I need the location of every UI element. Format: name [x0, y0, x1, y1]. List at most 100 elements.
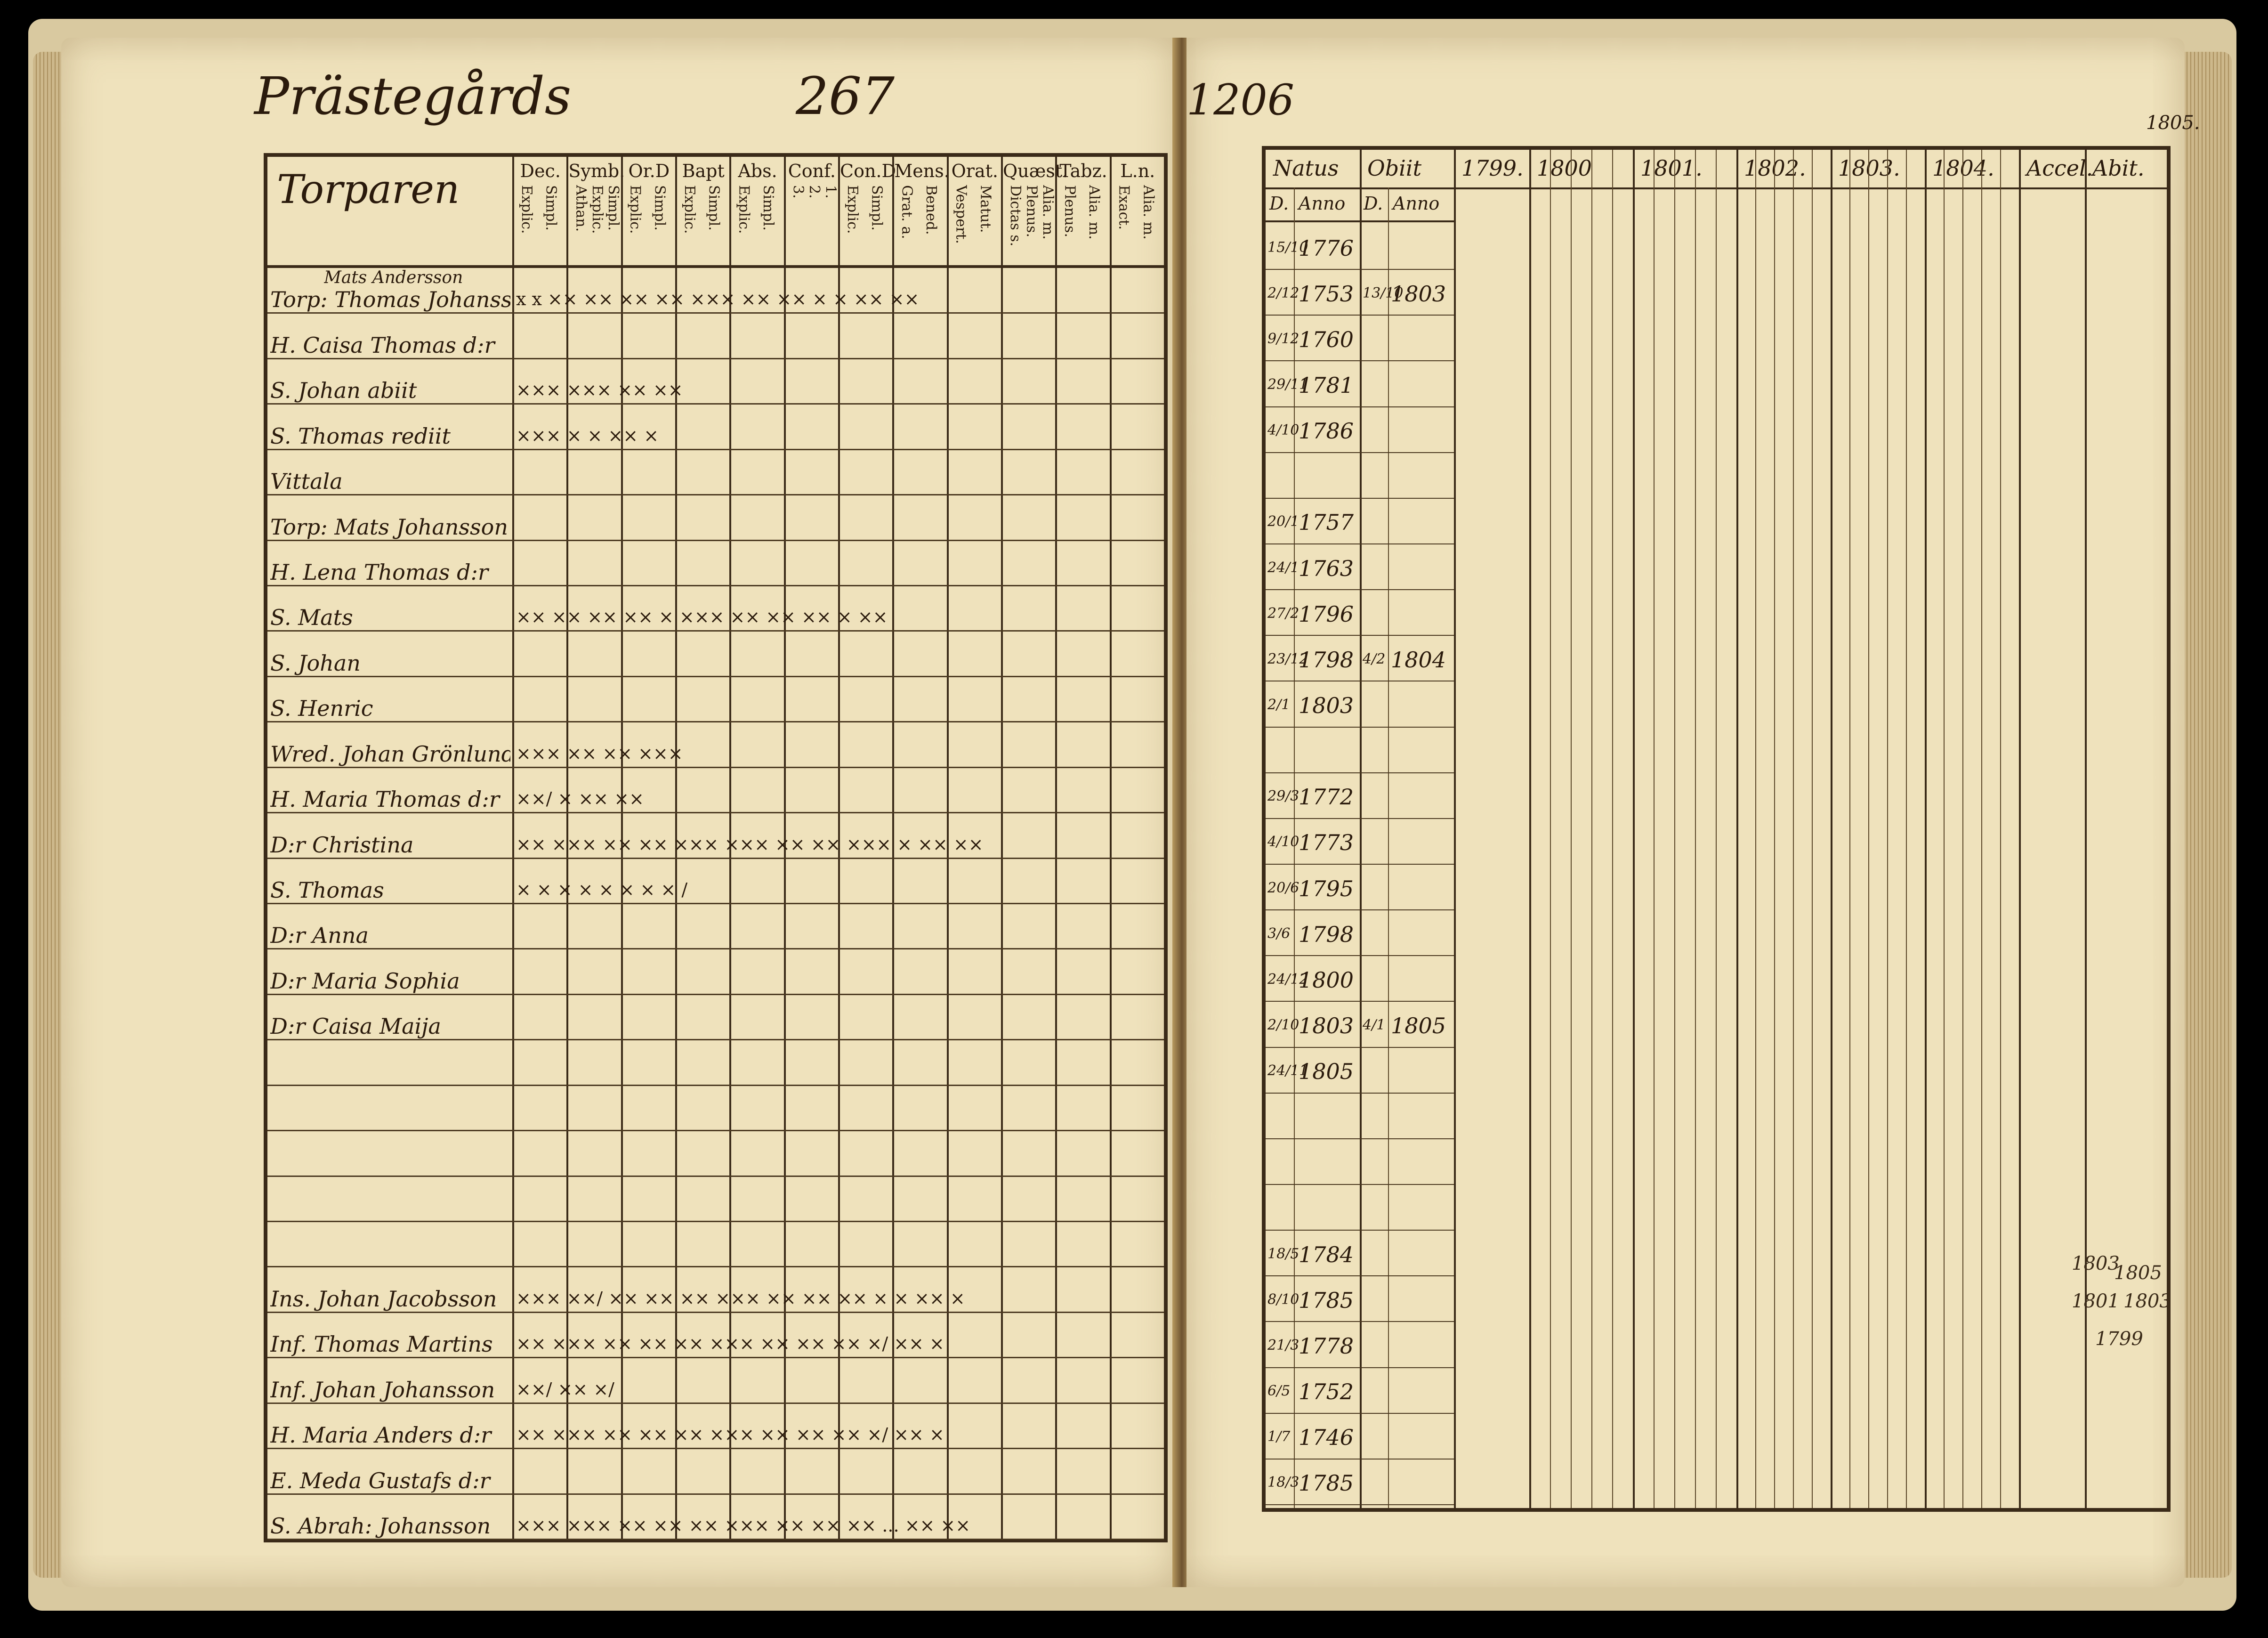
column-subheader: Anno: [1299, 193, 1346, 214]
subcolumn-divider: [1695, 150, 1696, 1508]
column-divider: [2019, 150, 2021, 1508]
day-divider: [1294, 187, 1295, 1508]
person-name: S. Johan abiit: [270, 378, 417, 404]
natus-d-value: 2/1: [1267, 697, 1291, 713]
page-edges-left: [33, 52, 66, 1578]
natus-d-value: 15/10: [1267, 239, 1308, 256]
column-1: Symb. Athan. Explic. Simpl.: [566, 157, 625, 1539]
subcolumn-divider: [1906, 150, 1907, 1508]
natus-d-value: 24/12: [1267, 971, 1308, 988]
natus-d-value: 9/12: [1267, 330, 1299, 347]
column-divider: [1360, 150, 1362, 1508]
natus-d-value: 4/10: [1267, 834, 1299, 851]
row-rule: [1266, 315, 1454, 316]
row-rule: [267, 1311, 1164, 1313]
row-rule: [267, 1448, 1164, 1450]
person-name: Inf. Johan Johansson: [270, 1377, 495, 1403]
row-rule: [267, 1357, 1164, 1359]
row-rule: [267, 766, 1164, 768]
margin-note: 1803: [2123, 1290, 2171, 1312]
row-rule: [1266, 1046, 1454, 1048]
person-name: H. Maria Anders d:r: [270, 1422, 492, 1448]
column-sublabel: Simpl.: [542, 185, 559, 231]
row-rule: [267, 1221, 1164, 1222]
column-sublabel: 3.: [790, 185, 807, 199]
natus-anno-value: 1778: [1299, 1333, 1354, 1359]
natus-anno-value: 1752: [1299, 1379, 1354, 1405]
natus-anno-value: 1798: [1299, 647, 1354, 673]
natus-d-value: 2/12: [1267, 284, 1299, 301]
column-header: Abit.: [2092, 155, 2145, 181]
column-2: Or.D Explic. Simpl.: [621, 157, 675, 1539]
row-rule: [1266, 452, 1454, 453]
person-name: Wred. Johan Grönlund: [270, 741, 510, 767]
row-rule: [267, 403, 1164, 405]
natus-anno-value: 1781: [1299, 373, 1354, 398]
subcolumn-divider: [1793, 150, 1794, 1508]
row-rule: [267, 993, 1164, 995]
person-name: Torp: Mats Johansson: [270, 514, 508, 540]
row-marks: ××/ ×× ×/: [516, 1379, 614, 1400]
row-rule: [1266, 1458, 1454, 1460]
natus-anno-value: 1746: [1299, 1425, 1354, 1451]
natus-d-value: 29/3: [1267, 788, 1299, 805]
subcolumn-divider: [1716, 150, 1717, 1508]
column-header: Natus: [1273, 155, 1339, 181]
row-rule: [267, 812, 1164, 814]
column-header: Obiit: [1367, 155, 1422, 181]
row-rule: [267, 1130, 1164, 1132]
section-heading: Torparen: [277, 166, 460, 212]
natus-d-value: 6/5: [1267, 1383, 1291, 1400]
page-title: Prästegårds: [254, 66, 572, 126]
natus-anno-value: 1763: [1299, 555, 1354, 581]
row-rule: [1266, 1138, 1454, 1139]
column-divider: [2085, 150, 2087, 1508]
person-name: H. Lena Thomas d:r: [270, 560, 489, 585]
row-rule: [1266, 909, 1454, 911]
row-rule: [267, 1493, 1164, 1495]
catechism-table: Torparen Dec. Explic. Simpl. Symb. Athan. Exp…: [264, 153, 1168, 1542]
row-rule: [267, 357, 1164, 359]
subcolumn-divider: [1755, 150, 1756, 1508]
column-sublabel: Explic.: [844, 185, 861, 234]
column-sublabel: Dictas s.: [1007, 185, 1024, 247]
column-subheader: D.: [1364, 193, 1383, 214]
row-rule: [267, 903, 1164, 904]
natus-anno-value: 1784: [1299, 1241, 1354, 1267]
person-name: Ins. Johan Jacobsson: [270, 1286, 497, 1312]
column-header: 1800: [1537, 155, 1592, 181]
column-label: Bapt: [682, 161, 725, 181]
column-sublabel: Plenus.: [1023, 185, 1040, 238]
subcolumn-divider: [1571, 150, 1572, 1508]
column-divider: [1633, 150, 1635, 1508]
row-rule: [267, 857, 1164, 859]
person-name: Vittala: [270, 469, 343, 495]
row-rule: [1266, 818, 1454, 819]
column-sublabel: Explic.: [518, 185, 535, 234]
row-marks: x x ×× ×× ×× ×× ××× ×× ×× × × ×× ××: [516, 289, 920, 310]
column-sublabel: Matut.: [977, 185, 994, 233]
row-rule: [267, 494, 1164, 496]
obiit-anno-value: 1805: [1391, 1013, 1446, 1038]
column-label: Mens.: [894, 161, 950, 181]
column-label: Tabz.: [1059, 161, 1107, 181]
person-name: S. Mats: [270, 605, 353, 631]
subcolumn-divider: [1612, 150, 1613, 1508]
person-name: S. Johan: [270, 650, 361, 676]
column-sublabel: Explic.: [627, 185, 644, 234]
natus-d-value: 24/11: [1267, 1062, 1308, 1079]
natus-d-value: 24/1: [1267, 559, 1299, 576]
column-sublabel: Exact.: [1115, 185, 1132, 230]
natus-anno-value: 1785: [1299, 1470, 1354, 1496]
obiit-d-value: 4/1: [1363, 1017, 1386, 1033]
row-rule: [267, 1175, 1164, 1177]
natus-anno-value: 1805: [1299, 1059, 1354, 1085]
subcolumn-divider: [1962, 150, 1963, 1508]
row-rule: [1266, 543, 1454, 544]
row-rule: [1266, 635, 1454, 636]
person-name: S. Thomas rediit: [270, 423, 451, 449]
column-sublabel: Simpl.: [605, 185, 622, 231]
column-divider: [1454, 150, 1456, 1508]
right-page: 1206: [1186, 38, 2185, 1587]
natus-anno-value: 1786: [1299, 418, 1354, 444]
